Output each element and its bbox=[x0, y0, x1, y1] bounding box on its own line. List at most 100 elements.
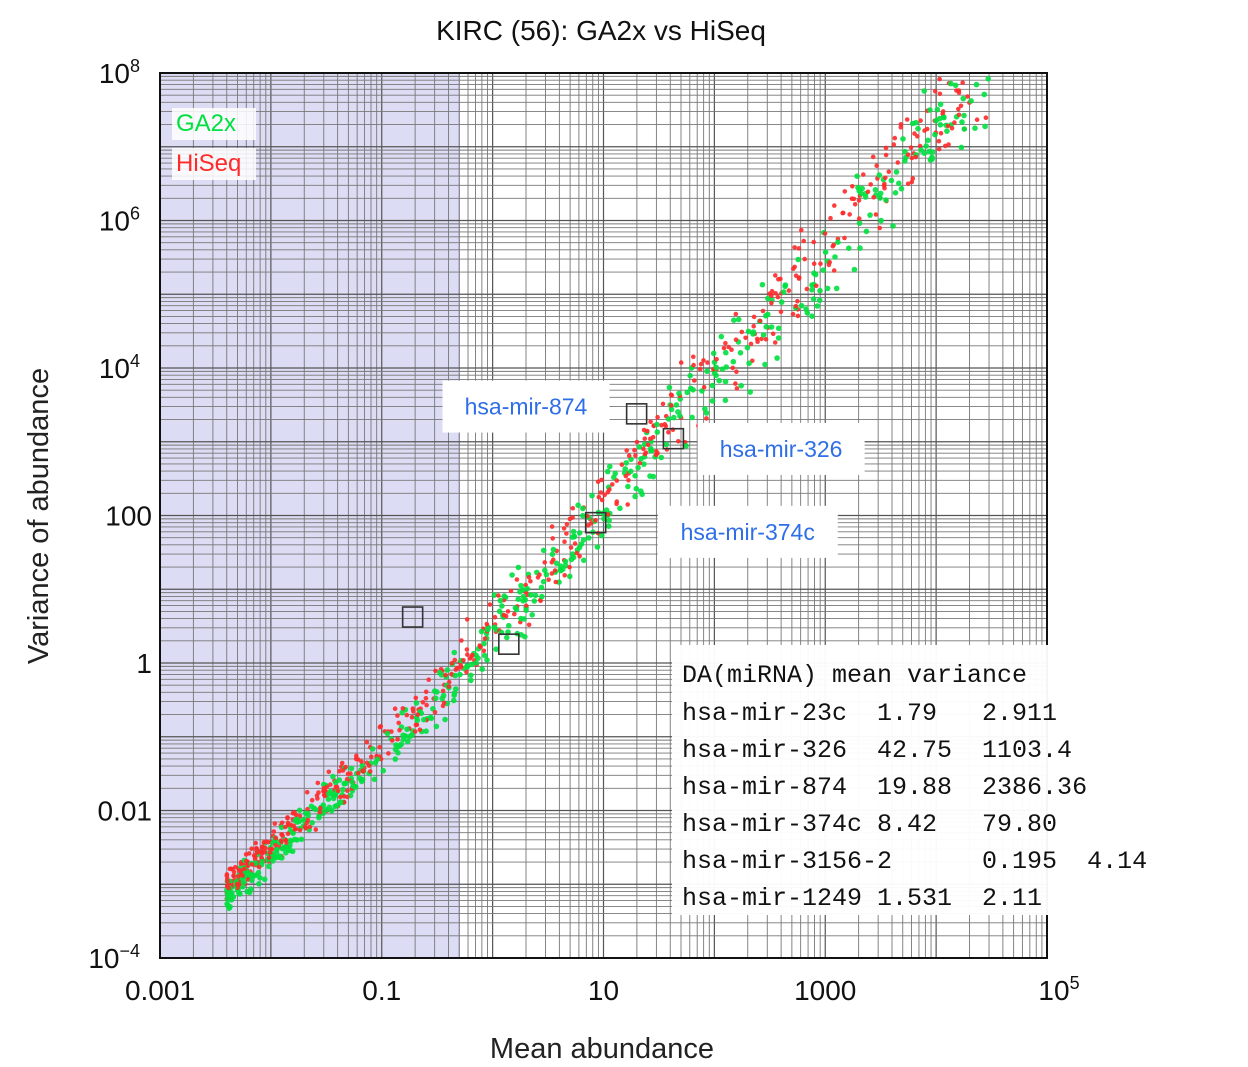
hiseq-point bbox=[526, 622, 532, 628]
ga2x-point bbox=[481, 640, 487, 647]
hiseq-point bbox=[641, 446, 646, 452]
ga2x-point bbox=[433, 695, 439, 702]
ga2x-point bbox=[524, 586, 531, 592]
hiseq-point bbox=[983, 115, 989, 120]
stats-table-row: hsa-mir-1249 1.531 2.11 bbox=[682, 884, 1042, 913]
ga2x-point bbox=[527, 592, 534, 598]
hiseq-point bbox=[883, 145, 889, 151]
ga2x-point bbox=[374, 756, 381, 763]
hiseq-point bbox=[297, 827, 303, 833]
hiseq-point bbox=[831, 242, 836, 248]
hiseq-point bbox=[268, 850, 273, 856]
ga2x-point bbox=[676, 390, 682, 397]
hiseq-point bbox=[958, 103, 964, 109]
ga2x-point bbox=[325, 796, 332, 802]
hiseq-point bbox=[623, 473, 629, 479]
ga2x-point bbox=[780, 289, 787, 295]
ga2x-point bbox=[932, 131, 938, 138]
hiseq-point bbox=[496, 593, 501, 598]
ga2x-point bbox=[893, 169, 900, 175]
ga2x-point bbox=[292, 817, 299, 824]
ga2x-point bbox=[888, 177, 895, 184]
hiseq-point bbox=[874, 163, 879, 168]
hiseq-point bbox=[409, 714, 415, 720]
ga2x-point bbox=[413, 700, 420, 706]
ga2x-point bbox=[927, 107, 933, 113]
hiseq-point bbox=[666, 430, 671, 435]
y-tick-label: 10−4 bbox=[88, 941, 140, 974]
hiseq-point bbox=[936, 138, 942, 144]
ga2x-point bbox=[402, 733, 409, 739]
ga2x-point bbox=[433, 723, 440, 730]
ga2x-point bbox=[968, 98, 974, 104]
ga2x-point bbox=[921, 88, 927, 94]
hiseq-point bbox=[937, 91, 943, 97]
hiseq-point bbox=[542, 560, 547, 565]
hiseq-point bbox=[249, 862, 255, 867]
ga2x-point bbox=[423, 728, 429, 734]
ga2x-point bbox=[713, 364, 719, 371]
ga2x-point bbox=[668, 406, 675, 413]
hiseq-point bbox=[945, 123, 951, 129]
hiseq-point bbox=[343, 764, 348, 770]
hiseq-point bbox=[645, 428, 650, 434]
ga2x-point bbox=[775, 325, 782, 332]
ga2x-point bbox=[702, 406, 708, 412]
hiseq-point bbox=[238, 861, 244, 867]
hiseq-point bbox=[840, 210, 845, 216]
ga2x-point bbox=[437, 669, 443, 676]
ga2x-point bbox=[491, 592, 498, 598]
ga2x-point bbox=[229, 890, 235, 896]
hiseq-point bbox=[335, 788, 341, 794]
ga2x-point bbox=[689, 414, 695, 421]
ga2x-point bbox=[352, 784, 359, 790]
hiseq-point bbox=[326, 769, 332, 775]
ga2x-point bbox=[532, 592, 539, 599]
highlight-marker bbox=[401, 606, 424, 628]
ga2x-point bbox=[759, 281, 766, 288]
hiseq-point bbox=[304, 789, 310, 795]
hiseq-point bbox=[913, 154, 919, 160]
hiseq-point bbox=[568, 545, 574, 550]
hiseq-point bbox=[755, 339, 760, 345]
hiseq-point bbox=[701, 384, 707, 390]
hiseq-point bbox=[289, 822, 294, 828]
hiseq-point bbox=[692, 378, 697, 383]
ga2x-point bbox=[872, 187, 879, 193]
hiseq-point bbox=[908, 145, 914, 150]
ga2x-point bbox=[878, 217, 884, 224]
ga2x-point bbox=[699, 388, 705, 394]
ga2x-point bbox=[512, 605, 519, 611]
ga2x-point bbox=[933, 117, 939, 124]
hiseq-point bbox=[625, 502, 630, 507]
ga2x-point bbox=[795, 256, 801, 263]
ga2x-point bbox=[515, 564, 522, 571]
y-tick-label: 106 bbox=[99, 204, 140, 237]
ga2x-point bbox=[550, 546, 557, 553]
ga2x-point bbox=[683, 443, 689, 449]
hiseq-point bbox=[240, 873, 245, 878]
ga2x-point bbox=[369, 746, 376, 752]
hiseq-point bbox=[870, 154, 876, 160]
hiseq-point bbox=[822, 231, 828, 236]
ga2x-point bbox=[451, 697, 457, 704]
hiseq-point bbox=[392, 706, 398, 711]
hiseq-point bbox=[814, 283, 819, 289]
ga2x-point bbox=[543, 571, 550, 578]
hiseq-point bbox=[265, 840, 271, 845]
ga2x-point bbox=[393, 742, 399, 748]
hiseq-point bbox=[856, 216, 862, 221]
ga2x-point bbox=[580, 505, 586, 512]
ga2x-point bbox=[690, 387, 696, 393]
hiseq-point bbox=[461, 658, 466, 663]
ga2x-point bbox=[294, 837, 300, 843]
hiseq-point bbox=[634, 439, 640, 445]
ga2x-point bbox=[567, 573, 573, 580]
ga2x-point bbox=[337, 799, 344, 805]
hiseq-point bbox=[482, 636, 488, 641]
hiseq-point bbox=[283, 838, 289, 843]
ga2x-point bbox=[929, 149, 936, 155]
hiseq-point bbox=[910, 176, 916, 181]
hiseq-point bbox=[733, 311, 739, 317]
ga2x-point bbox=[359, 762, 366, 769]
